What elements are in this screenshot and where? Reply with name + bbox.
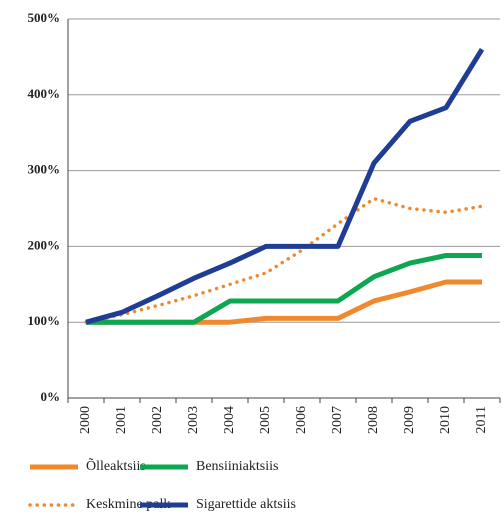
y-tick-label: 300% <box>28 162 61 177</box>
x-tick-label: 2002 <box>150 406 165 434</box>
x-tick-label: 2001 <box>114 406 129 434</box>
legend-label: Keskmine palk <box>86 497 170 512</box>
legend-label: Sigarettide aktsiis <box>196 497 296 512</box>
x-tick-label: 2009 <box>402 406 417 434</box>
x-tick-label: 2008 <box>366 406 381 434</box>
y-tick-label: 200% <box>28 237 61 252</box>
legend-label: Õlleaktsiis <box>86 457 146 474</box>
x-tick-label: 2007 <box>330 406 345 434</box>
y-tick-label: 0% <box>41 389 61 404</box>
x-tick-label: 2003 <box>186 406 201 434</box>
series-line <box>85 48 485 325</box>
legend-label: Bensiiniaktsiis <box>196 459 278 474</box>
y-tick-label: 500% <box>28 10 61 25</box>
x-tick-label: 2010 <box>438 406 453 434</box>
x-tick-label: 2011 <box>474 406 489 433</box>
series-line <box>86 252 482 325</box>
x-tick-label: 2005 <box>258 406 273 434</box>
series-line <box>84 196 484 324</box>
x-tick-label: 2004 <box>222 406 237 434</box>
x-tick-label: 2006 <box>294 406 309 434</box>
x-tick-label: 2000 <box>78 406 93 434</box>
y-tick-label: 100% <box>28 313 61 328</box>
y-tick-label: 400% <box>28 86 61 101</box>
